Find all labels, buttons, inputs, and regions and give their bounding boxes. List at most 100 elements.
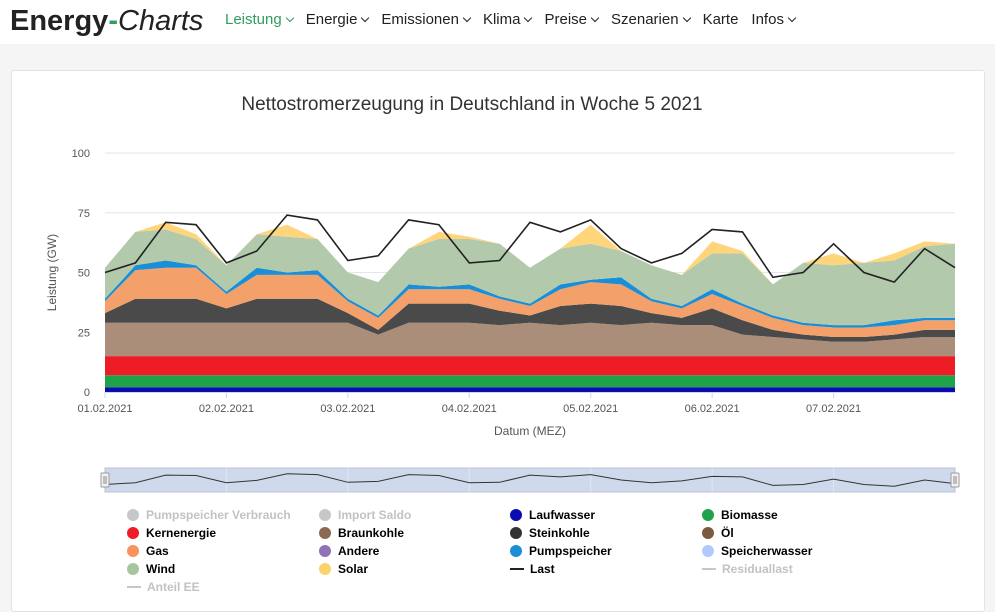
- chevron-down-icon: [361, 13, 370, 23]
- legend-label: Braunkohle: [338, 526, 405, 540]
- legend-dot-icon: [319, 545, 331, 557]
- nav-label: Leistung: [225, 11, 282, 28]
- legend-label: Residuallast: [722, 562, 793, 576]
- legend-item-pumpspeicher[interactable]: Pumpspeicher: [510, 544, 612, 558]
- legend-item-öl[interactable]: Öl: [702, 526, 734, 540]
- area-laufwasser: [105, 387, 955, 392]
- legend-label: Biomasse: [721, 508, 778, 522]
- navbar: Energy-Charts Leistung Energie Emissionen K…: [0, 0, 995, 44]
- legend-label: Andere: [338, 544, 380, 558]
- legend-dot-icon: [702, 509, 714, 521]
- navigator-handle-left[interactable]: [100, 472, 110, 488]
- legend-dot-icon: [127, 545, 139, 557]
- nav-infos[interactable]: Infos: [751, 11, 797, 28]
- brand-part-charts: Charts: [118, 5, 204, 37]
- chevron-down-icon: [524, 13, 533, 23]
- nav-energie[interactable]: Energie: [305, 11, 370, 28]
- legend-label: Speicherwasser: [721, 544, 813, 558]
- legend-line-icon: [127, 586, 141, 588]
- brand-dash: -: [108, 5, 118, 37]
- legend-label: Anteil EE: [147, 580, 200, 594]
- legend-label: Pumpspeicher Verbrauch: [146, 508, 291, 522]
- legend-item-kernenergie[interactable]: Kernenergie: [127, 526, 216, 540]
- navigator-series: [104, 473, 956, 487]
- legend-item-biomasse[interactable]: Biomasse: [702, 508, 778, 522]
- legend-item-braunkohle[interactable]: Braunkohle: [319, 526, 404, 540]
- y-tick-label: 100: [72, 148, 90, 160]
- legend-label: Steinkohle: [529, 526, 590, 540]
- main-nav: Leistung Energie Emissionen Klima Preise Szen…: [225, 11, 808, 28]
- legend-dot-icon: [702, 527, 714, 539]
- legend-item-gas[interactable]: Gas: [127, 544, 169, 558]
- legend-item-solar[interactable]: Solar: [319, 562, 368, 576]
- legend-item-anteil-ee[interactable]: Anteil EE: [127, 580, 200, 594]
- line-last: [104, 214, 956, 284]
- legend-label: Laufwasser: [529, 508, 596, 522]
- legend-dot-icon: [319, 563, 331, 575]
- y-tick-label: 0: [84, 387, 90, 399]
- y-axis-label: Leistung (GW): [45, 234, 59, 311]
- x-tick-label: 04.02.2021: [442, 403, 497, 415]
- nav-klima[interactable]: Klima: [482, 11, 533, 28]
- navigator-handle-right[interactable]: [950, 472, 960, 488]
- chevron-down-icon: [787, 13, 797, 23]
- brand-part-energy: Energy: [10, 5, 109, 37]
- area-pumpspeicher: [105, 260, 955, 328]
- chart-title: Nettostromerzeugung in Deutschland in Wo…: [241, 94, 702, 115]
- chevron-down-icon: [682, 13, 691, 23]
- area-biomasse: [105, 375, 955, 388]
- nav-label: Preise: [544, 11, 588, 28]
- legend-item-andere[interactable]: Andere: [319, 544, 379, 558]
- legend-label: Kernenergie: [146, 526, 217, 540]
- chevron-down-icon: [462, 13, 472, 23]
- legend-dot-icon: [319, 527, 331, 539]
- legend-dot-icon: [319, 509, 331, 521]
- legend-label: Last: [530, 562, 555, 576]
- y-tick-label: 50: [78, 268, 90, 280]
- area-braunkohle: [105, 322, 955, 357]
- legend-label: Öl: [721, 526, 734, 540]
- x-tick-label: 07.02.2021: [806, 403, 861, 415]
- nav-label: Szenarien: [611, 11, 679, 28]
- legend-dot-icon: [127, 563, 139, 575]
- area-steinkohle: [105, 298, 955, 342]
- chart-card: Nettostromerzeugung in Deutschland in Wo…: [11, 70, 985, 612]
- legend-item-speicherwasser[interactable]: Speicherwasser: [702, 544, 812, 558]
- legend-dot-icon: [510, 509, 522, 521]
- x-tick-label: 01.02.2021: [77, 403, 132, 415]
- legend-line-icon: [510, 568, 524, 570]
- legend-item-steinkohle[interactable]: Steinkohle: [510, 526, 590, 540]
- legend-line-icon: [702, 568, 716, 570]
- x-axis-label: Datum (MEZ): [494, 424, 566, 438]
- legend-item-pumpspeicher-verbrauch[interactable]: Pumpspeicher Verbrauch: [127, 508, 291, 522]
- x-tick-label: 05.02.2021: [563, 403, 618, 415]
- chart-svg: Nettostromerzeugung in Deutschland in Wo…: [45, 94, 960, 493]
- nav-label: Energie: [305, 11, 358, 28]
- y-tick-label: 25: [78, 327, 90, 339]
- nav-szenarien[interactable]: Szenarien: [611, 11, 691, 28]
- nav-leistung[interactable]: Leistung: [225, 11, 294, 28]
- nav-preise[interactable]: Preise: [544, 11, 600, 28]
- legend-item-residuallast[interactable]: Residuallast: [702, 562, 793, 576]
- y-tick-label: 75: [78, 208, 90, 220]
- legend-label: Solar: [338, 562, 369, 576]
- legend-dot-icon: [127, 527, 139, 539]
- legend-dot-icon: [510, 545, 522, 557]
- legend-item-last[interactable]: Last: [510, 562, 555, 576]
- x-tick-label: 06.02.2021: [685, 403, 740, 415]
- x-tick-label: 02.02.2021: [199, 403, 254, 415]
- legend-item-laufwasser[interactable]: Laufwasser: [510, 508, 595, 522]
- nav-label: Klima: [482, 11, 521, 28]
- x-tick-label: 03.02.2021: [320, 403, 375, 415]
- nav-label: Infos: [751, 11, 784, 28]
- legend-dot-icon: [127, 509, 139, 521]
- legend-item-wind[interactable]: Wind: [127, 562, 175, 576]
- nav-label: Emissionen: [381, 11, 459, 28]
- nav-karte[interactable]: Karte: [703, 11, 739, 28]
- brand-logo[interactable]: Energy-Charts: [10, 2, 203, 40]
- area-gas: [105, 267, 955, 337]
- chevron-down-icon: [590, 13, 600, 23]
- legend-item-import-saldo[interactable]: Import Saldo: [319, 508, 411, 522]
- legend-label: Pumpspeicher: [529, 544, 612, 558]
- nav-emissionen[interactable]: Emissionen: [381, 11, 472, 28]
